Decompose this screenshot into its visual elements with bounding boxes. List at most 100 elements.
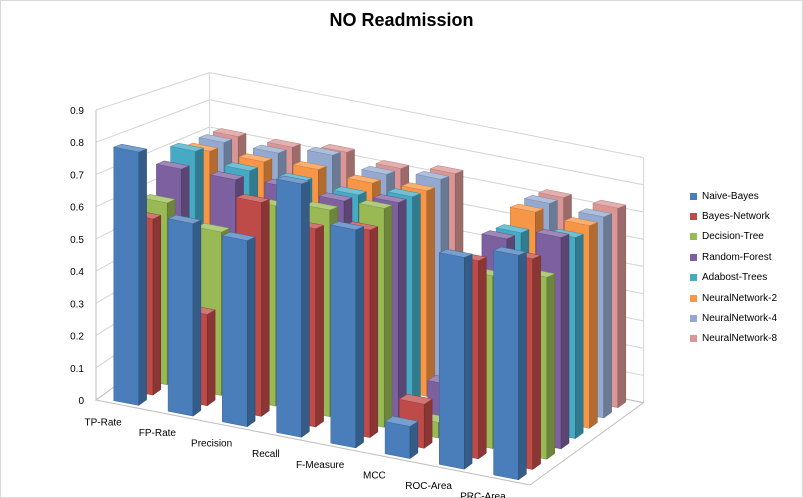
x-tick-label: Recall <box>252 449 280 460</box>
y-tick-label: 0.1 <box>70 364 84 375</box>
legend-label: NeuralNetwork-2 <box>702 292 778 304</box>
bar-top <box>577 208 613 218</box>
bar-top <box>235 194 271 203</box>
legend: Naive-Bayes Bayes-Network Decision-Tree Ran… <box>690 186 800 349</box>
bar-side <box>532 255 541 470</box>
bar-side <box>617 204 627 409</box>
y-tick-label: 0.8 <box>70 138 84 149</box>
bar-top <box>169 142 205 152</box>
legend-swatch <box>690 233 697 241</box>
bar-top <box>209 171 245 181</box>
bar-top <box>481 230 516 240</box>
bar-top <box>346 174 382 184</box>
bar <box>438 248 473 470</box>
bars <box>112 128 627 481</box>
legend-label: Random-Forest <box>702 251 772 263</box>
bar-top <box>329 221 365 231</box>
bar-top <box>509 203 544 213</box>
bar-side <box>301 180 310 438</box>
x-tick-label: Precision <box>191 439 232 450</box>
bar-top <box>275 175 311 185</box>
bar-top <box>375 160 410 169</box>
bar-top <box>212 128 247 137</box>
x-tick-label: MCC <box>363 470 386 481</box>
bar-top <box>537 189 573 198</box>
bar-top <box>252 144 287 154</box>
bar-top <box>358 200 393 209</box>
bar-top <box>429 165 464 174</box>
legend-item: Bayes-Network <box>690 206 800 226</box>
bar-front <box>384 421 411 459</box>
legend-label: Bayes-Network <box>702 211 770 223</box>
bar <box>275 175 311 438</box>
bar-side <box>589 222 598 429</box>
bar <box>492 246 528 481</box>
y-tick-label: 0.3 <box>70 299 84 310</box>
bar-top <box>224 162 259 172</box>
bar-top <box>384 416 419 427</box>
bar-top <box>112 143 148 153</box>
legend-swatch <box>690 335 697 343</box>
bar-side <box>247 236 256 428</box>
bar-top <box>495 224 530 234</box>
bar-top <box>438 248 473 258</box>
y-tick-label: 0.2 <box>70 332 84 343</box>
legend-label: NeuralNetwork-8 <box>702 333 778 345</box>
bar-top <box>266 138 302 148</box>
bar-side <box>464 253 473 470</box>
bar-front <box>330 224 357 449</box>
legend-label: Naive-Bayes <box>702 190 759 202</box>
y-tick-label: 0.7 <box>70 170 84 181</box>
x-tick-label: ROC-Area <box>405 481 452 492</box>
legend-label: Adabost-Trees <box>702 272 768 284</box>
bar-top <box>221 231 256 241</box>
bar-side <box>261 198 270 417</box>
bar-side <box>315 224 324 428</box>
y-tick-label: 0.4 <box>70 267 84 278</box>
legend-swatch <box>690 253 697 261</box>
bar-side <box>575 233 584 440</box>
bar-top <box>306 146 342 156</box>
bar-side <box>560 233 570 450</box>
bar-front <box>222 235 248 428</box>
bar-top <box>523 195 559 204</box>
bar-top <box>155 160 191 170</box>
bar-top <box>320 144 356 153</box>
bar-top <box>372 194 408 203</box>
bar-front <box>493 250 519 481</box>
bar-top <box>167 214 202 224</box>
legend-item: NeuralNetwork-2 <box>690 288 800 308</box>
bar <box>112 143 148 406</box>
bar-top <box>398 393 433 405</box>
bar-side <box>423 398 433 449</box>
bar-side <box>138 148 147 406</box>
bar-top <box>400 182 436 192</box>
bar-side <box>152 214 162 396</box>
legend-item: Naive-Bayes <box>690 186 800 206</box>
legend-label: NeuralNetwork-4 <box>702 313 778 325</box>
bar-top <box>360 165 396 175</box>
bar-side <box>369 226 379 439</box>
legend-item: NeuralNetwork-8 <box>690 329 800 349</box>
bar-side <box>398 198 407 418</box>
bar-top <box>195 223 231 233</box>
bar-top <box>535 229 570 238</box>
bar-side <box>603 213 612 419</box>
x-tick-label: FP-Rate <box>139 428 177 439</box>
bar <box>221 231 256 428</box>
legend-label: Decision-Tree <box>702 231 764 243</box>
bar-side <box>546 273 556 460</box>
y-tick-label: 0.9 <box>70 106 84 117</box>
bar-side <box>412 193 421 408</box>
bar-front <box>439 252 465 470</box>
legend-swatch <box>690 294 697 302</box>
bar-top <box>563 217 599 226</box>
bar-top <box>198 134 233 143</box>
bar <box>384 416 419 460</box>
x-tick-label: TP-Rate <box>85 417 123 428</box>
bar-side <box>192 219 202 417</box>
bar-side <box>383 204 393 428</box>
bar-top <box>332 186 368 196</box>
bar-side <box>206 309 216 407</box>
